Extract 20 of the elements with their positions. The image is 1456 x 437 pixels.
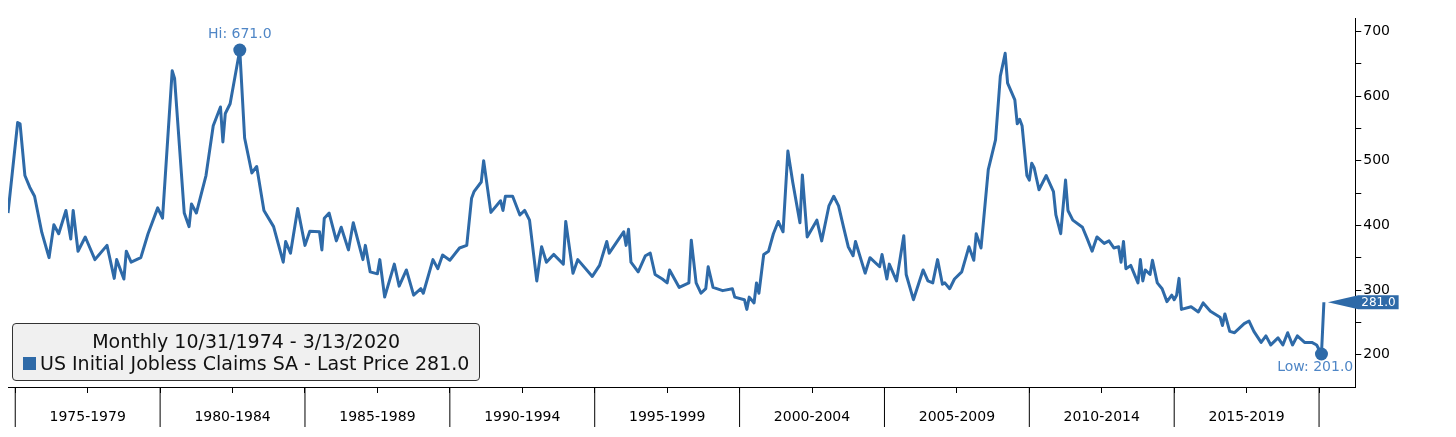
x-tick-label: 1985-1989 <box>339 407 416 424</box>
x-tick-label: 1990-1994 <box>484 407 561 424</box>
annotation: Low: 201.0 <box>1277 357 1354 374</box>
annotation: Hi: 671.0 <box>207 24 272 41</box>
x-tick-label: 2000-2004 <box>773 407 851 424</box>
annotation: 281.0 <box>1361 295 1396 310</box>
x-tick-label: 2005-2009 <box>918 407 996 424</box>
legend-title: Monthly 10/31/1974 - 3/13/2020 <box>91 330 402 352</box>
x-tick-label: 1995-1999 <box>629 407 706 424</box>
y-tick-label: 200 <box>1363 345 1391 362</box>
x-tick-label: 1975-1979 <box>49 407 126 424</box>
y-tick-label: 700 <box>1363 21 1391 38</box>
y-tick-label: 400 <box>1363 215 1391 232</box>
x-tick-label: 2015-2019 <box>1208 407 1285 424</box>
y-tick-label: 600 <box>1363 86 1391 103</box>
x-tick-label: 1980-1984 <box>194 407 271 424</box>
legend-label: US Initial Jobless Claims SA - Last Price 281.0 <box>40 352 470 374</box>
y-tick-label: 500 <box>1363 151 1391 168</box>
y-tick-label: 300 <box>1363 280 1391 297</box>
x-tick-label: 2010-2014 <box>1063 407 1140 424</box>
